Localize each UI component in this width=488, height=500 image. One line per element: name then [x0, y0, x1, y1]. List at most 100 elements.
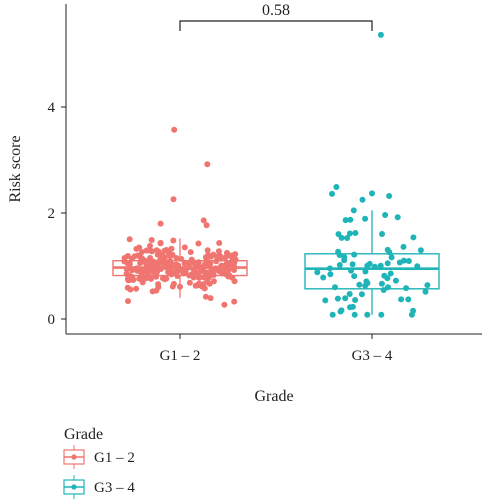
x-tick-label: G1 – 2	[160, 348, 201, 364]
data-point	[341, 257, 348, 264]
outlier-point	[333, 184, 340, 190]
x-axis-title: Grade	[254, 388, 293, 405]
data-point	[155, 281, 162, 288]
data-point	[352, 297, 359, 303]
boxes	[112, 210, 440, 315]
outlier-point	[157, 220, 164, 227]
data-point	[149, 288, 156, 295]
data-point	[364, 311, 371, 318]
data-point	[216, 252, 223, 259]
data-point	[356, 281, 363, 288]
data-point	[424, 282, 431, 289]
axes	[65, 4, 482, 335]
legend-title: Grade	[64, 426, 103, 443]
data-point	[329, 311, 336, 318]
data-point	[388, 254, 395, 261]
data-point	[405, 296, 412, 303]
data-point	[362, 215, 369, 222]
data-point	[338, 307, 345, 314]
data-point	[410, 307, 417, 314]
data-point	[216, 240, 223, 246]
y-tick-label: 2	[48, 206, 56, 222]
data-point	[204, 247, 211, 254]
data-point	[366, 260, 373, 267]
data-point	[126, 236, 133, 243]
data-point	[378, 280, 385, 287]
data-point	[422, 288, 429, 295]
legend-item-label: G3 – 4	[94, 480, 135, 496]
legend: Grade G1 – 2 G3 – 4	[63, 426, 135, 499]
x-ticks: G1 – 2 G3 – 4	[160, 334, 393, 364]
data-point	[396, 259, 403, 266]
data-point	[378, 311, 385, 318]
data-point	[169, 283, 176, 290]
data-point	[327, 271, 334, 278]
data-point	[195, 240, 202, 247]
data-point	[344, 235, 351, 241]
data-point	[194, 260, 201, 267]
data-point	[181, 260, 188, 267]
outlier-point	[377, 31, 384, 38]
data-point	[350, 207, 357, 214]
data-point	[138, 249, 145, 255]
data-point	[170, 237, 177, 244]
data-point	[173, 267, 180, 274]
data-point	[207, 295, 214, 302]
data-point	[196, 269, 203, 275]
outlier-point	[386, 193, 393, 199]
data-point	[349, 261, 356, 268]
data-point	[231, 298, 238, 305]
data-point	[405, 258, 412, 264]
box-iqr	[304, 253, 440, 290]
comparison-bracket: 0.58	[179, 2, 373, 31]
data-point	[349, 303, 356, 310]
data-point	[334, 295, 341, 302]
data-point	[181, 244, 188, 251]
legend-items: G1 – 2 G3 – 4	[63, 445, 135, 499]
data-point	[187, 249, 194, 256]
data-point	[351, 273, 358, 280]
y-ticks: 0 2 4	[48, 100, 66, 328]
data-point	[137, 268, 144, 275]
data-point	[221, 301, 228, 308]
outlier-point	[359, 196, 366, 203]
data-point	[147, 255, 154, 261]
data-point	[387, 270, 394, 277]
data-point	[210, 251, 217, 258]
data-point	[186, 279, 193, 286]
y-tick-label: 4	[48, 100, 56, 116]
outlier-point	[329, 190, 335, 197]
y-axis-title: Risk score	[7, 135, 24, 202]
data-point	[346, 291, 353, 297]
data-point	[417, 247, 424, 254]
data-point	[150, 268, 157, 275]
legend-item: G3 – 4	[63, 475, 135, 499]
data-point	[362, 268, 369, 275]
data-point	[229, 252, 236, 259]
data-point	[157, 240, 164, 247]
legend-item-label: G1 – 2	[94, 450, 135, 466]
data-point	[169, 251, 176, 258]
data-point	[210, 278, 217, 285]
data-point	[379, 231, 385, 237]
data-point	[384, 260, 391, 267]
data-point	[352, 230, 359, 236]
data-point	[314, 269, 321, 276]
data-point	[224, 249, 230, 256]
data-point	[131, 253, 138, 260]
data-point	[144, 261, 151, 268]
data-point	[377, 262, 384, 269]
data-point	[193, 282, 200, 289]
data-point	[384, 275, 391, 282]
data-point	[322, 297, 329, 304]
data-point	[320, 274, 327, 281]
data-point	[342, 217, 349, 224]
data-point	[136, 244, 143, 251]
outlier-point	[170, 196, 177, 203]
data-point	[159, 275, 166, 282]
data-point	[347, 216, 354, 223]
data-point	[382, 212, 389, 218]
y-tick-label: 0	[48, 312, 56, 328]
data-point	[204, 253, 211, 260]
